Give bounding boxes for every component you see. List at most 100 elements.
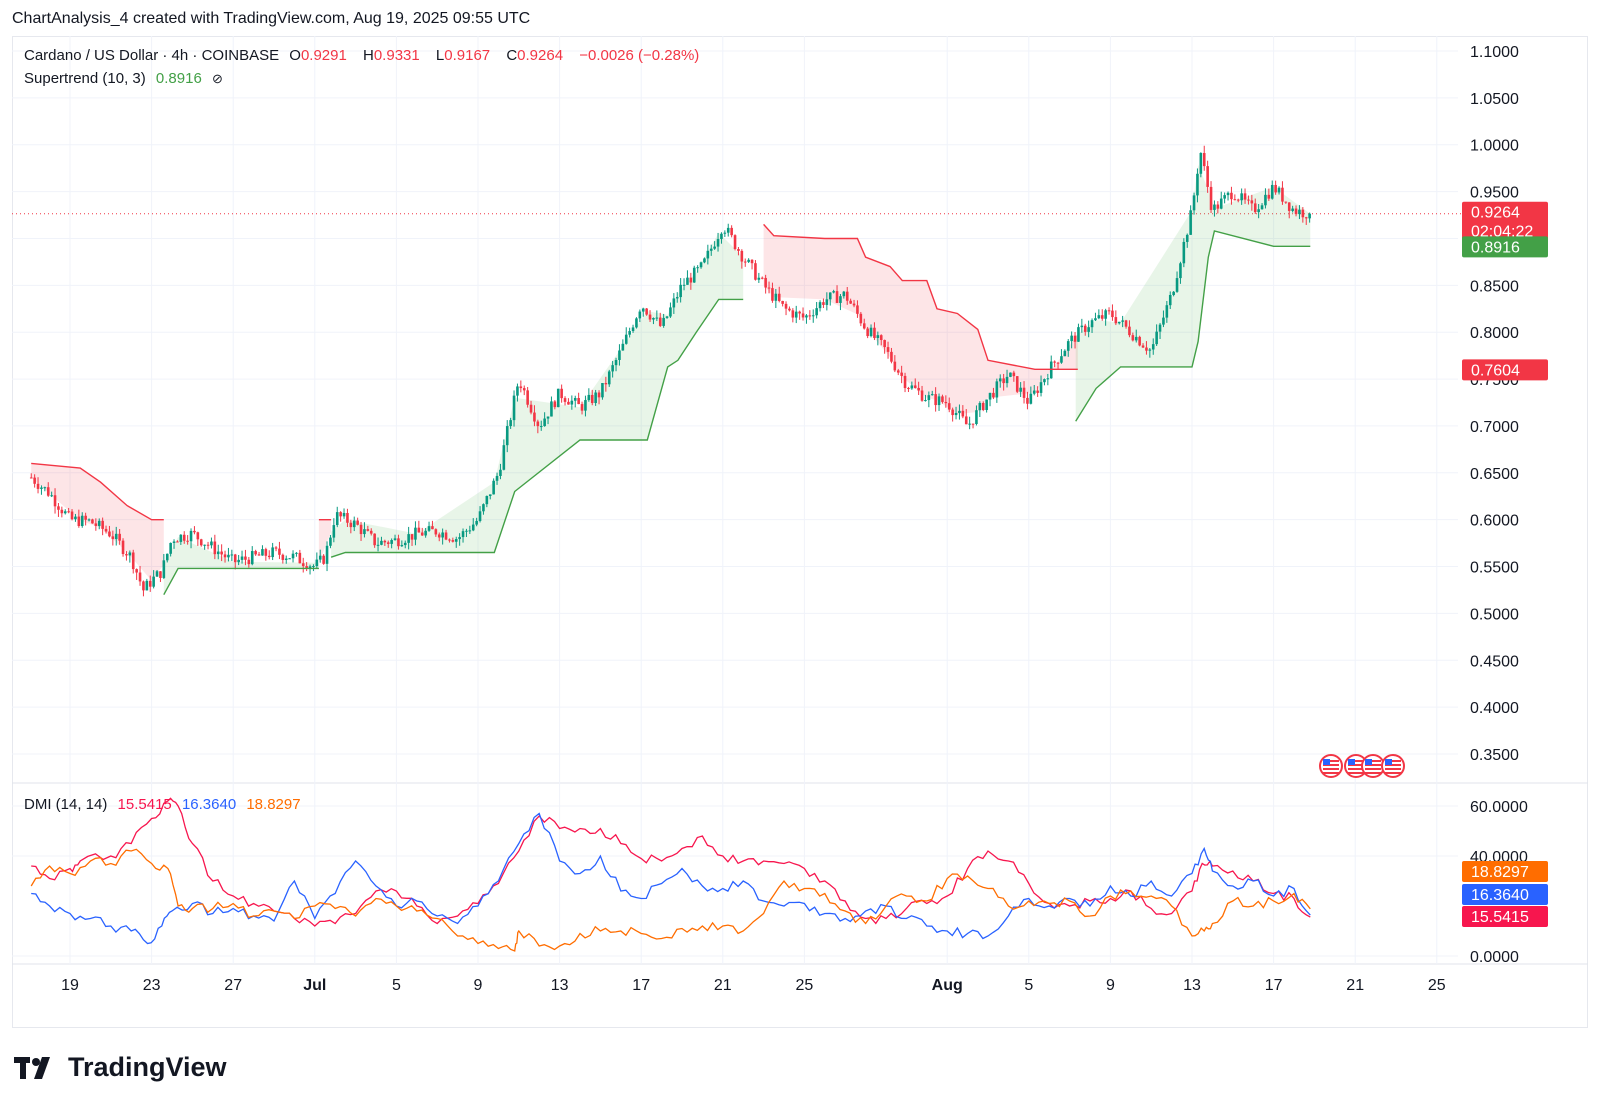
- candle-body: [607, 371, 611, 385]
- candle-body: [145, 580, 149, 591]
- tradingview-logo[interactable]: TradingView: [14, 1052, 227, 1083]
- candle-body: [50, 495, 53, 497]
- candle-body: [641, 308, 645, 312]
- candle-body: [1046, 378, 1050, 380]
- candle-body: [577, 398, 580, 405]
- candle-body: [67, 511, 70, 513]
- open-label: O: [289, 47, 301, 64]
- candle-body: [1294, 208, 1298, 215]
- candle-body: [893, 361, 897, 371]
- candle-body: [635, 318, 638, 328]
- candle-body: [903, 375, 907, 389]
- minus-di-badge-text: 18.8297: [1471, 864, 1529, 881]
- candle-body: [944, 401, 948, 404]
- candle-body: [434, 529, 438, 535]
- candle-body: [913, 385, 917, 388]
- candle-body: [934, 394, 937, 406]
- candle-body: [295, 552, 298, 554]
- dmi-minus-value: 18.8297: [246, 796, 301, 813]
- candle-body: [862, 323, 866, 329]
- candle-body: [774, 293, 778, 301]
- candle-body: [594, 392, 597, 404]
- candle-body: [1148, 349, 1152, 351]
- candle-body: [77, 516, 81, 526]
- candle-body: [468, 530, 472, 532]
- candle-body: [244, 556, 247, 560]
- candle-body: [1100, 315, 1104, 319]
- candle-body: [305, 566, 308, 569]
- candle-body: [652, 318, 655, 320]
- visibility-icon[interactable]: ⊘: [211, 71, 223, 86]
- candle-body: [458, 537, 461, 540]
- candle-body: [1182, 241, 1186, 264]
- candle-body: [182, 534, 186, 541]
- candle-body: [1029, 393, 1033, 404]
- dmi-legend[interactable]: DMI (14, 14) 15.5415 16.3640 18.8297: [24, 796, 307, 813]
- candle-body: [839, 296, 842, 303]
- candle-body: [1019, 387, 1022, 392]
- candle-body: [543, 418, 546, 427]
- candle-body: [682, 284, 686, 286]
- candle-body: [1009, 372, 1012, 377]
- candle-body: [1219, 198, 1223, 209]
- candle-body: [958, 410, 961, 413]
- candle-body: [114, 533, 118, 540]
- candle-body: [349, 522, 353, 528]
- us-flag-stripe: [1323, 768, 1339, 770]
- resistance-badge-text: 0.7604: [1471, 362, 1520, 379]
- candle-body: [757, 277, 761, 280]
- candle-body: [1097, 315, 1101, 319]
- candle-body: [376, 544, 380, 546]
- candle-body: [516, 386, 519, 396]
- candle-body: [386, 542, 390, 544]
- candle-body: [203, 544, 206, 546]
- candle-body: [301, 563, 305, 567]
- candles: [29, 145, 1311, 597]
- candle-body: [1257, 209, 1260, 213]
- candle-body: [648, 314, 652, 320]
- candle-body: [1284, 201, 1288, 203]
- time-tick-label: 17: [1265, 977, 1283, 994]
- candle-body: [1002, 378, 1005, 384]
- candle-body: [849, 300, 852, 304]
- candle-body: [230, 554, 234, 556]
- candle-body: [1077, 327, 1080, 342]
- candle-body: [43, 487, 47, 489]
- us-flag-stripe: [1385, 760, 1401, 762]
- candle-body: [1291, 208, 1294, 211]
- us-flag-stripe: [1365, 760, 1381, 762]
- candle-body: [318, 555, 322, 560]
- supertrend-legend[interactable]: Supertrend (10, 3) 0.8916 ⊘: [24, 70, 229, 87]
- candle-body: [567, 401, 570, 405]
- candle-body: [1192, 195, 1196, 211]
- candle-body: [675, 297, 679, 299]
- candle-body: [533, 412, 536, 422]
- candle-body: [414, 527, 417, 540]
- candle-body: [1066, 341, 1070, 351]
- candle-body: [1175, 278, 1179, 292]
- price-tick-label: 0.7000: [1470, 419, 1519, 436]
- candle-body: [1308, 213, 1311, 219]
- candle-body: [866, 328, 869, 337]
- low-label: L: [435, 47, 445, 64]
- candle-body: [1124, 320, 1128, 327]
- candle-body: [699, 262, 703, 268]
- candle-body: [312, 566, 315, 568]
- candle-body: [366, 529, 370, 531]
- close-value: 0.9264: [517, 47, 564, 64]
- candle-body: [706, 250, 710, 259]
- candle-body: [546, 416, 550, 419]
- candle-body: [587, 394, 591, 401]
- price-tick-label: 1.1000: [1470, 44, 1519, 61]
- candle-body: [526, 390, 529, 405]
- supertrend-up-line: [330, 298, 744, 558]
- price-tick-label: 1.0500: [1470, 91, 1519, 108]
- candle-body: [1179, 263, 1182, 279]
- low-value: 0.9167: [444, 47, 491, 64]
- candle-body: [97, 520, 101, 526]
- supertrend-up-line: [163, 567, 319, 596]
- us-flag-canton: [1323, 759, 1330, 765]
- candle-body: [1060, 356, 1063, 363]
